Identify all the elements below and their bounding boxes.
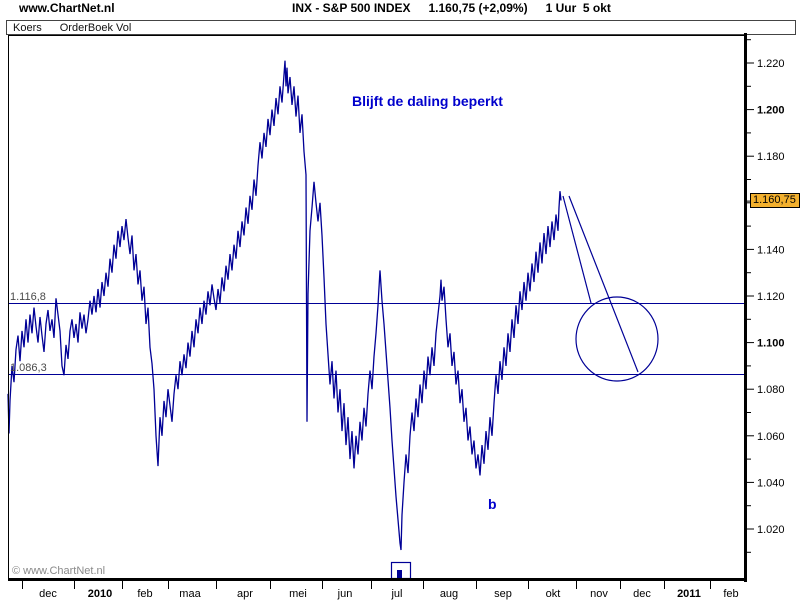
site-title: www.ChartNet.nl xyxy=(19,1,115,15)
trend-line-1 xyxy=(562,195,592,304)
x-axis-label: dec xyxy=(633,588,651,600)
target-zone-circle xyxy=(575,296,659,382)
last-price-change: 1.160,75 (+2,09%) xyxy=(428,1,528,15)
x-axis-label: apr xyxy=(237,588,253,600)
y-axis-label: 1.080 xyxy=(757,384,785,396)
x-axis-label: okt xyxy=(546,588,561,600)
y-axis-label: 1.180 xyxy=(757,151,785,163)
x-axis-label: jul xyxy=(390,588,402,600)
tab-bar: Koers OrderBoek Vol xyxy=(6,20,796,35)
x-axis-label: nov xyxy=(590,588,608,600)
wave-b-label: b xyxy=(488,496,497,512)
support-level-upper-label: 1.116,8 xyxy=(10,291,46,303)
support-level-lower-label: 1.086,3 xyxy=(10,362,47,374)
x-axis-label: feb xyxy=(137,588,152,600)
trend-line-2 xyxy=(568,195,639,373)
y-axis-label: 1.040 xyxy=(757,477,785,489)
interval-date: 1 Uur 5 okt xyxy=(545,1,611,15)
y-axis-label: 1.020 xyxy=(757,524,785,536)
copyright-watermark: © www.ChartNet.nl xyxy=(12,565,106,577)
y-axis-label: 1.100 xyxy=(757,338,785,350)
x-axis-line xyxy=(8,578,747,581)
last-price-axis-tag: 1.160,75 xyxy=(750,193,800,208)
headline-annotation: Blijft de daling beperkt xyxy=(352,93,503,109)
y-axis-line xyxy=(744,33,747,582)
chart-header: INX - S&P 500 INDEX 1.160,75 (+2,09%) 1 … xyxy=(292,1,611,15)
y-axis-label: 1.200 xyxy=(757,105,785,117)
x-axis-label: 2011 xyxy=(677,588,701,600)
tab-orderboek-vol[interactable]: OrderBoek Vol xyxy=(59,21,132,34)
y-axis-label: 1.140 xyxy=(757,244,785,256)
x-axis-label: mei xyxy=(289,588,307,600)
y-axis-label: 1.060 xyxy=(757,431,785,443)
instrument-title: INX - S&P 500 INDEX xyxy=(292,1,411,15)
x-axis-label: aug xyxy=(440,588,458,600)
price-series-path xyxy=(7,60,562,551)
x-axis-label: 2010 xyxy=(88,588,112,600)
tab-koers[interactable]: Koers xyxy=(13,21,42,34)
y-axis-label: 1.120 xyxy=(757,291,785,303)
x-axis-label: sep xyxy=(494,588,512,600)
x-axis-label: feb xyxy=(723,588,738,600)
x-axis-label: dec xyxy=(39,588,57,600)
x-axis-label: maa xyxy=(179,588,201,600)
y-axis-label: 1.220 xyxy=(757,58,785,70)
low-marker-bar xyxy=(397,570,402,578)
x-axis-label: jun xyxy=(337,588,353,600)
